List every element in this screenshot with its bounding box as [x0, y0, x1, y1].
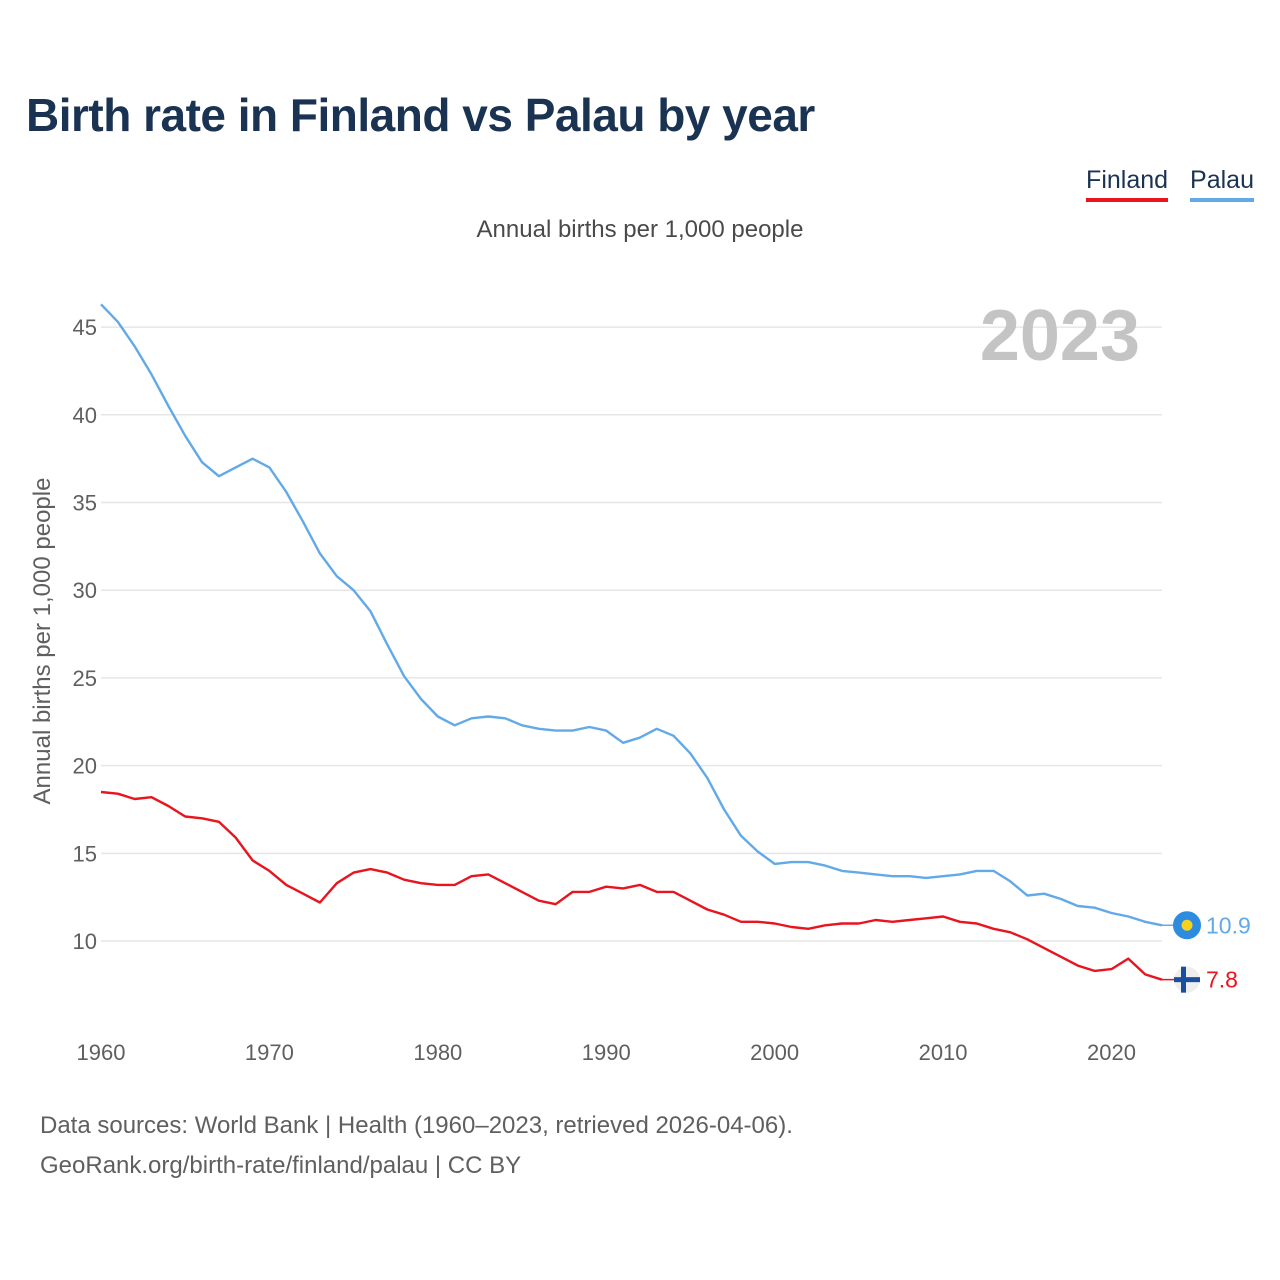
series-line-finland: [100, 790, 1163, 981]
y-tick-label: 35: [73, 491, 97, 516]
y-tick-label: 25: [73, 666, 97, 691]
x-tick-label: 2000: [750, 1040, 799, 1065]
year-watermark: 2023: [980, 296, 1140, 376]
y-tick-label: 20: [73, 754, 97, 779]
y-tick-label: 10: [73, 929, 97, 954]
x-tick-label: 1980: [413, 1040, 462, 1065]
y-tick-label: 40: [73, 403, 97, 428]
x-tick-label: 2010: [919, 1040, 968, 1065]
legend: Finland Palau: [1086, 166, 1254, 202]
chart-title: Birth rate in Finland vs Palau by year: [26, 89, 815, 141]
x-tick-label: 1990: [582, 1040, 631, 1065]
legend-item-palau[interactable]: Palau: [1190, 166, 1254, 202]
footer-link[interactable]: GeoRank.org/birth-rate/finland/palau | C…: [40, 1152, 522, 1179]
y-tick-label: 45: [73, 315, 97, 340]
x-tick-label: 1960: [77, 1040, 126, 1065]
y-axis-title: Annual births per 1,000 people: [29, 478, 56, 805]
series-lines: [100, 303, 1163, 981]
end-markers: 7.8 10.9: [1162, 911, 1251, 993]
finland-flag-icon: [1174, 966, 1200, 993]
end-value-label: 7.8: [1206, 967, 1238, 993]
y-tick-label: 30: [73, 578, 97, 603]
axes: 10 15 20 25 30 35 40 45 1960 1970 1980 1990 2000 2010…: [73, 315, 1136, 1065]
series-line-palau: [100, 303, 1163, 927]
chart-subtitle: Annual births per 1,000 people: [476, 216, 804, 243]
end-value-label: 10.9: [1206, 912, 1251, 938]
y-tick-label: 15: [73, 841, 97, 866]
gridlines: [101, 326, 1162, 942]
x-tick-label: 1970: [245, 1040, 294, 1065]
x-tick-label: 2020: [1087, 1040, 1136, 1065]
footer-sources: Data sources: World Bank | Health (1960–…: [40, 1112, 793, 1139]
palau-flag-icon: [1173, 911, 1201, 940]
footer: Data sources: World Bank | Health (1960–…: [40, 1106, 793, 1186]
legend-item-finland[interactable]: Finland: [1086, 166, 1169, 202]
